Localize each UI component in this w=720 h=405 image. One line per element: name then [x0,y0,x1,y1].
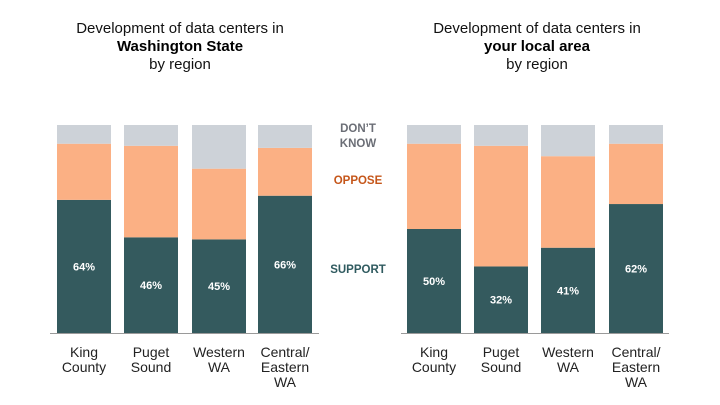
bar-segment-don-t-know-king-county [57,125,111,144]
bar-segment-oppose-puget-sound [124,145,178,238]
bar-segment-oppose-puget-sound [474,145,528,267]
legend-item-don-t-know: DON’T KNOW [340,123,377,150]
chart-title-line-3: by region [506,56,568,73]
bar-segment-don-t-know-puget-sound [474,125,528,146]
data-label-support: 50% [423,276,445,288]
chart-local-area: Development of data centers in your loca… [401,20,669,390]
bar-segment-oppose-western-wa [541,156,595,248]
data-label-support: 32% [490,295,512,307]
data-label-support: 45% [208,281,230,293]
bar-segment-don-t-know-puget-sound [124,125,178,146]
legend: DON’T KNOW OPPOSE SUPPORT [330,123,386,276]
bar-segment-don-t-know-western-wa [192,125,246,169]
bar-segment-support-central-eastern-wa [609,204,663,333]
bar-segment-support-western-wa [541,247,595,333]
data-label-support: 46% [140,280,162,292]
bar-segment-support-western-wa [192,239,246,333]
bar-segment-oppose-western-wa [192,168,246,240]
chart-title-line-1: Development of data centers in [76,20,284,37]
chart-washington-state: Development of data centers in Washingto… [50,20,319,390]
bar-segment-oppose-king-county [407,143,461,229]
category-label-puget-sound: Puget Sound [481,344,521,375]
category-label-central-eastern-wa: Central/Eastern WA [611,344,660,390]
data-label-support: 64% [73,261,95,273]
category-label-king-county: King County [62,344,106,375]
chart-title-line-2: your local area [484,38,591,55]
category-label-western-wa: Western WA [193,344,245,375]
chart-title-line-2: Washington State [117,38,243,55]
bar-segment-don-t-know-king-county [407,125,461,144]
category-label-puget-sound: Puget Sound [131,344,171,375]
bar-segment-oppose-central-eastern-wa [258,147,312,196]
data-label-support: 66% [274,259,296,271]
data-label-support: 41% [557,285,579,297]
category-labels: King County Puget Sound Western WA Central/Eas… [62,344,310,390]
chart-title-line-1: Development of data centers in [433,20,641,37]
bar-segment-don-t-know-central-eastern-wa [258,125,312,148]
bar-segment-oppose-king-county [57,143,111,200]
category-label-king-county: King County [412,344,456,375]
bar-segment-support-king-county [407,229,461,333]
chart-title-line-3: by region [149,56,211,73]
category-label-central-eastern-wa: Central/Eastern WA [260,344,309,390]
bar-segment-support-puget-sound [474,266,528,333]
bar-group: 50% 32% 41% 62% [407,125,663,333]
category-labels: King County Puget Sound Western WA Central/Eas… [412,344,661,390]
category-label-western-wa: Western WA [542,344,594,375]
legend-item-support: SUPPORT [330,264,386,276]
bar-segment-support-king-county [57,199,111,333]
bar-segment-support-puget-sound [124,237,178,333]
data-label-support: 62% [625,264,647,276]
bar-segment-oppose-central-eastern-wa [609,143,663,205]
bar-segment-don-t-know-western-wa [541,125,595,157]
bar-group: 64% 46% 45% 66% [57,125,312,333]
legend-item-oppose: OPPOSE [334,175,383,187]
bar-segment-support-central-eastern-wa [258,195,312,333]
bar-segment-don-t-know-central-eastern-wa [609,125,663,144]
